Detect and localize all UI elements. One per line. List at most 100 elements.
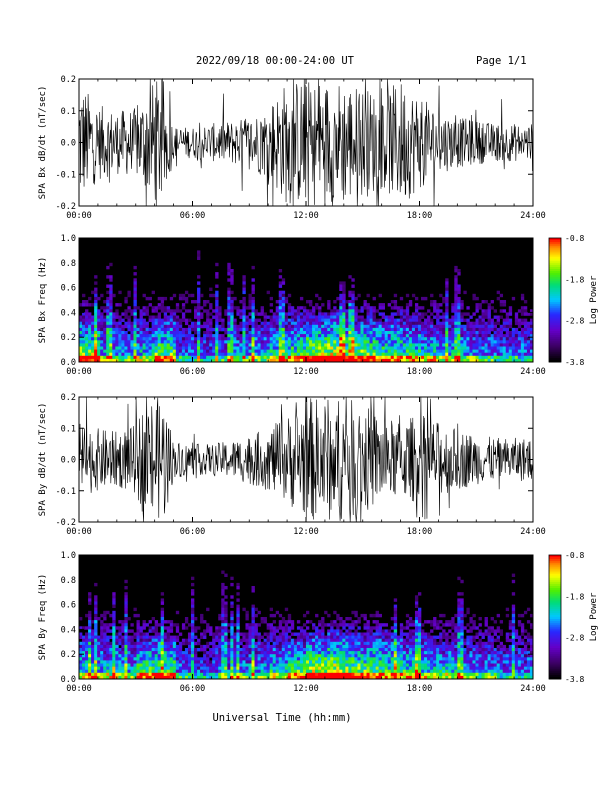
spectrogram-cell [342, 352, 346, 357]
spectrogram-cell [490, 300, 494, 304]
spectrogram-cell [375, 610, 379, 615]
spectrogram-cell [163, 321, 168, 326]
spectrogram-cell [178, 675, 183, 680]
spectrogram-cell [281, 654, 286, 658]
spectrogram-cell [88, 315, 92, 319]
spectrogram-cell [218, 343, 222, 347]
spectrogram-cell [139, 660, 143, 664]
spectrogram-cell [333, 318, 337, 322]
spectrogram-cell [130, 657, 134, 661]
spectrogram-cell [169, 620, 174, 624]
spectrogram-cell [372, 337, 376, 341]
spectrogram-cell [330, 644, 334, 649]
spectrogram-cell [190, 582, 195, 587]
spectrogram-cell [251, 641, 255, 646]
spectrogram-cell [257, 660, 261, 664]
spectrogram-cell [384, 352, 389, 357]
spectrogram-cell [357, 324, 361, 329]
spectrogram-cell [221, 318, 225, 322]
spectrogram-cell [290, 675, 295, 680]
spectrogram-cell [302, 334, 307, 338]
spectrogram-cell [82, 657, 86, 661]
spectrogram-cell [236, 651, 240, 655]
spectrogram-cell [372, 327, 376, 332]
spectrogram-cell [136, 358, 140, 363]
spectrogram-cell [118, 331, 122, 335]
spectrogram-cell [366, 651, 370, 655]
spectrogram-cell [121, 312, 125, 316]
spectrogram-cell [402, 337, 407, 341]
spectrogram-cell [106, 337, 110, 341]
spectrogram-cell [417, 346, 422, 350]
spectrogram-cell [157, 349, 162, 353]
spectrogram-cell [163, 349, 168, 353]
spectrogram-cell [296, 321, 301, 326]
spectrogram-cell [414, 349, 419, 353]
spectrogram-cell [103, 651, 107, 655]
spectrogram-cell [327, 641, 331, 646]
spectrogram-cell [124, 586, 128, 590]
spectrogram-cell [278, 340, 283, 344]
spectrogram-cell [517, 352, 522, 357]
spectrogram-cell [100, 626, 104, 630]
spectrogram-cell [339, 337, 343, 341]
spectrogram-cell [372, 651, 376, 655]
spectrogram-cell [393, 651, 398, 655]
spectrogram-cell [336, 623, 340, 627]
spectrogram-cell [393, 632, 398, 636]
spectrogram-cell [142, 626, 146, 630]
spectrogram-cell [487, 321, 491, 326]
spectrogram-cell [296, 644, 301, 649]
spectrogram-cell [88, 654, 92, 658]
spectrogram-cell [445, 281, 449, 285]
spectrogram-cell [169, 648, 174, 652]
spectrogram-cell [88, 623, 92, 627]
spectrogram-cell [517, 334, 522, 338]
spectrogram-cell [254, 644, 258, 649]
spectrogram-cell [411, 321, 416, 326]
spectrogram-cell [172, 321, 177, 326]
spectrogram-cell [115, 654, 119, 658]
spectrogram-cell [163, 632, 168, 636]
spectrogram-cell [275, 654, 280, 658]
y-tick-label: 0.8 [61, 259, 76, 269]
colorbar-segment [549, 289, 561, 293]
spectrogram-cell [315, 352, 319, 357]
spectrogram-cell [218, 355, 222, 360]
spectrogram-cell [103, 349, 107, 353]
spectrogram-cell [366, 343, 370, 347]
spectrogram-cell [375, 632, 379, 636]
spectrogram-cell [321, 321, 325, 326]
spectrogram-cell [94, 582, 98, 587]
spectrogram-cell [396, 318, 401, 322]
spectrogram-cell [336, 641, 340, 646]
spectrogram-cell [245, 666, 249, 670]
spectrogram-cell [342, 293, 346, 298]
spectrogram-cell [306, 352, 310, 357]
spectrogram-cell [175, 303, 180, 307]
spectrogram-cell [106, 355, 110, 360]
spectrogram-cell [293, 660, 298, 664]
spectrogram-cell [466, 321, 470, 326]
spectrogram-cell [402, 669, 407, 674]
spectrogram-cell [372, 309, 376, 313]
spectrogram-cell [251, 355, 255, 360]
spectrogram-cell [366, 327, 370, 332]
spectrogram-cell [411, 312, 416, 316]
spectrogram-cell [194, 309, 198, 313]
spectrogram-cell [215, 303, 219, 307]
spectrogram-cell [263, 641, 267, 646]
spectrogram-cell [257, 654, 261, 658]
spectrogram-cell [502, 309, 507, 313]
spectrogram-cell [339, 635, 343, 639]
spectrogram-cell [275, 358, 280, 363]
spectrogram-cell [457, 327, 461, 332]
spectrogram-cell [97, 296, 101, 301]
spectrogram-cell [278, 293, 283, 298]
spectrogram-cell [85, 324, 89, 329]
spectrogram-cell [145, 638, 149, 643]
spectrogram-cell [224, 586, 228, 590]
spectrogram-cell [94, 620, 98, 624]
spectrogram-cell [339, 312, 343, 316]
spectrogram-cell [85, 644, 89, 649]
